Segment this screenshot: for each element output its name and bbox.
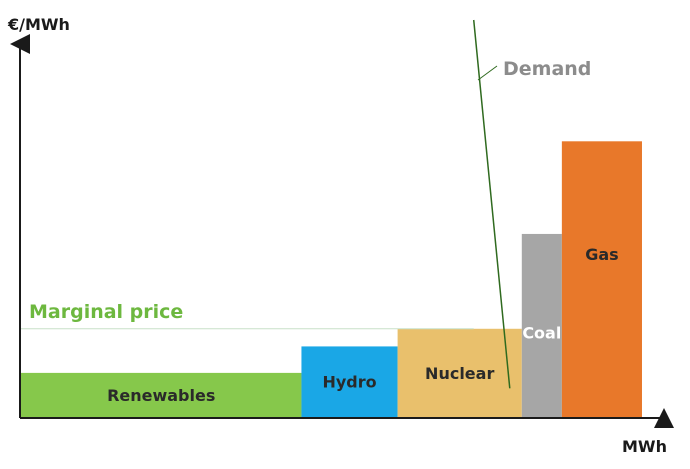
- block-label-renewables: Renewables: [107, 386, 215, 405]
- block-label-hydro: Hydro: [322, 373, 376, 392]
- block-nuclear: [397, 328, 522, 417]
- y-axis-label: €/MWh: [7, 15, 70, 34]
- marginal-price-label: Marginal price: [29, 301, 183, 323]
- demand-line: [472, 19, 511, 389]
- block-gas: [561, 141, 642, 418]
- block-label-nuclear: Nuclear: [425, 364, 494, 383]
- demand-label: Demand: [503, 58, 591, 80]
- block-label-gas: Gas: [585, 245, 618, 264]
- demand-leader-line: [477, 65, 498, 81]
- x-axis-label: MWh: [622, 437, 667, 456]
- block-label-coal: Coal: [522, 323, 561, 342]
- block-coal: [521, 233, 562, 417]
- block-renewables: [21, 372, 302, 417]
- block-labels: Renewables Hydro Nuclear Coal Gas: [107, 245, 619, 405]
- block-hydro: [301, 346, 398, 417]
- supply-blocks: [21, 141, 642, 418]
